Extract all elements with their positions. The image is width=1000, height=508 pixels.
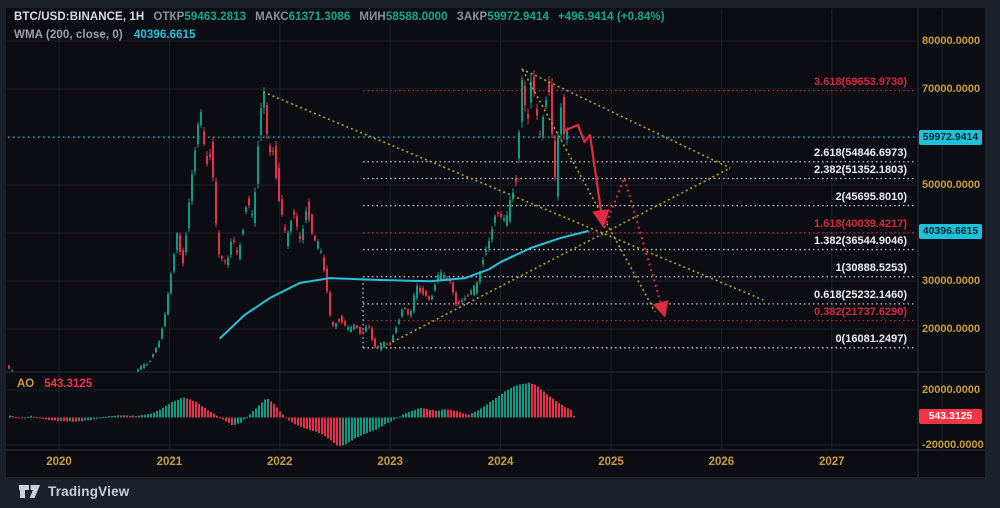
ao-histogram	[9, 382, 575, 446]
trendlines	[262, 68, 764, 343]
fib-extension-lines	[362, 90, 915, 349]
grid	[7, 9, 943, 450]
panel-borders	[6, 8, 985, 477]
red-solid-arrow	[563, 123, 610, 228]
candlestick-series	[8, 70, 568, 372]
wma-line	[219, 230, 589, 340]
red-dotted-projection	[603, 176, 669, 318]
